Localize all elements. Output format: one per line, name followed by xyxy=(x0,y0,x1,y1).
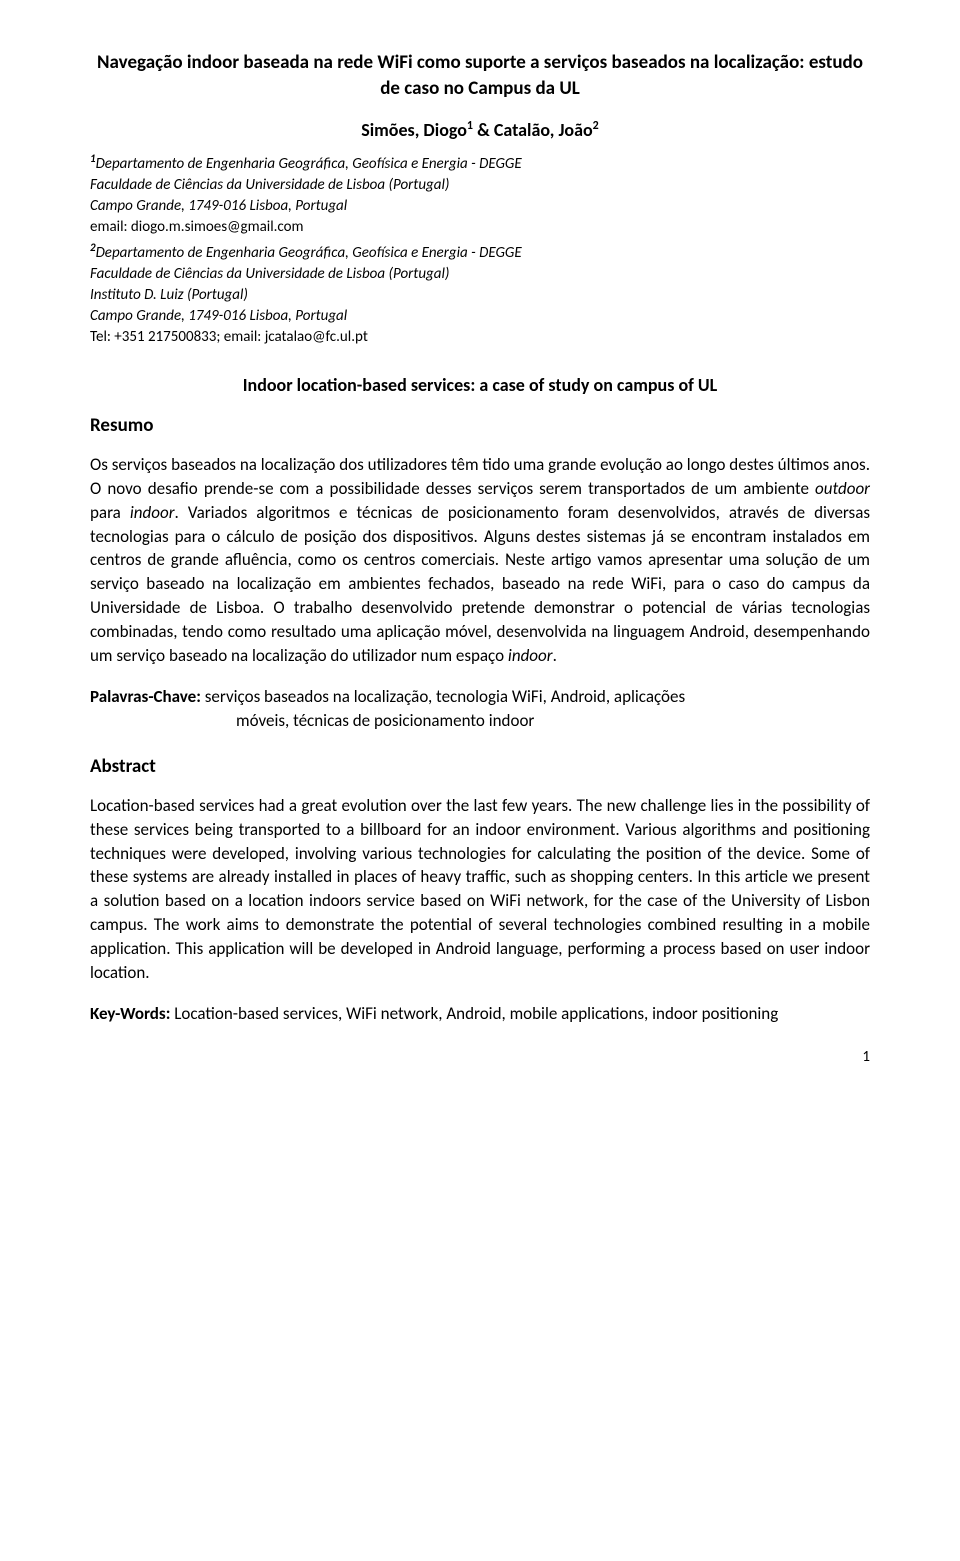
resumo-seg-g: . xyxy=(553,645,557,666)
resumo-seg-c: para xyxy=(90,502,130,523)
keywords-text: Location-based services, WiFi network, A… xyxy=(174,1003,778,1024)
resumo-italic-indoor1: indoor xyxy=(130,502,175,523)
resumo-seg-e: . Variados algoritmos e técnicas de posi… xyxy=(90,502,870,666)
palavras-label: Palavras-Chave: xyxy=(90,686,205,707)
resumo-italic-outdoor: outdoor xyxy=(815,478,870,499)
english-subtitle: Indoor location-based services: a case o… xyxy=(90,374,870,396)
aff1-line2: Faculdade de Ciências da Universidade de… xyxy=(90,175,870,196)
resumo-paragraph: Os serviços baseados na localização dos … xyxy=(90,453,870,667)
authors-amp: & xyxy=(473,119,494,141)
aff2-line2: Faculdade de Ciências da Universidade de… xyxy=(90,264,870,285)
author-2-surname: Catalão, xyxy=(494,119,559,141)
author-1-given: Diogo xyxy=(423,119,466,141)
abstract-paragraph: Location-based services had a great evol… xyxy=(90,794,870,984)
aff2-line1: 2Departamento de Engenharia Geográfica, … xyxy=(90,240,870,264)
author-1-surname: Simões, xyxy=(361,119,423,141)
aff1-text1: Departamento de Engenharia Geográfica, G… xyxy=(96,155,522,173)
page-number: 1 xyxy=(90,1048,870,1066)
aff1-line1: 1Departamento de Engenharia Geográfica, … xyxy=(90,151,870,175)
palavras-line1: serviços baseados na localização, tecnol… xyxy=(205,686,685,707)
affiliation-2: 2Departamento de Engenharia Geográfica, … xyxy=(90,240,870,348)
abstract-heading: Abstract xyxy=(90,755,870,778)
palavras-line2: móveis, técnicas de posicionamento indoo… xyxy=(90,709,870,733)
resumo-seg-a: Os serviços baseados na localização dos … xyxy=(90,454,870,499)
aff2-contact: Tel: +351 217500833; email: jcatalao@fc.… xyxy=(90,327,870,348)
key-words: Key-Words: Location-based services, WiFi… xyxy=(90,1002,870,1026)
palavras-chave: Palavras-Chave: serviços baseados na loc… xyxy=(90,685,870,733)
authors-line: Simões, Diogo1 & Catalão, João2 xyxy=(90,119,870,141)
resumo-italic-indoor2: indoor xyxy=(508,645,553,666)
aff1-line3: Campo Grande, 1749-016 Lisboa, Portugal xyxy=(90,196,870,217)
aff2-line4: Campo Grande, 1749-016 Lisboa, Portugal xyxy=(90,306,870,327)
resumo-heading: Resumo xyxy=(90,414,870,437)
aff2-line3: Instituto D. Luiz (Portugal) xyxy=(90,285,870,306)
author-2-given: João xyxy=(558,119,592,141)
keywords-label: Key-Words: xyxy=(90,1003,174,1024)
aff2-text1: Departamento de Engenharia Geográfica, G… xyxy=(96,244,522,262)
author-2-sup: 2 xyxy=(593,119,599,133)
paper-title: Navegação indoor baseada na rede WiFi co… xyxy=(90,50,870,101)
affiliation-1: 1Departamento de Engenharia Geográfica, … xyxy=(90,151,870,238)
aff1-contact: email: diogo.m.simoes@gmail.com xyxy=(90,217,870,238)
